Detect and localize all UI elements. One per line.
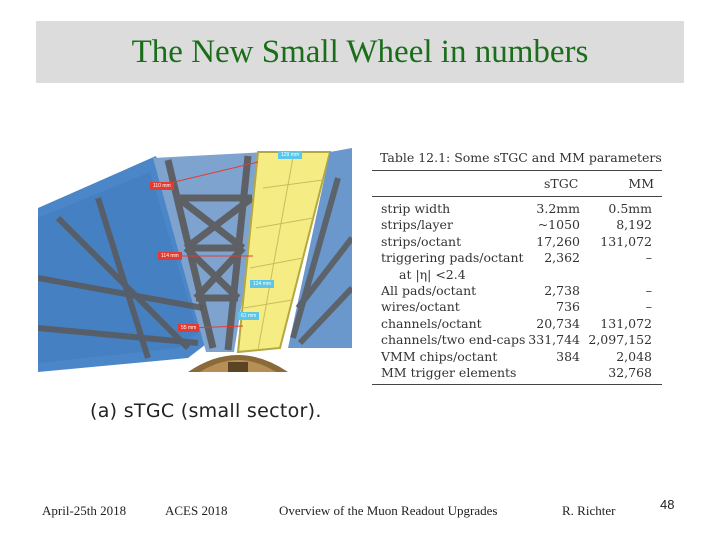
title-bar: The New Small Wheel in numbers (36, 21, 684, 83)
table-row: strips/octant 17,260 131,072 (372, 234, 662, 250)
footer-event: ACES 2018 (165, 503, 228, 518)
dim-label-124: 124 mm (250, 280, 275, 288)
table-rule-header (372, 196, 662, 197)
footer-date: April-25th 2018 (42, 503, 127, 518)
row-mm: 32,768 (608, 365, 652, 380)
row-label: strips/octant (381, 233, 462, 249)
slide-title: The New Small Wheel in numbers (131, 33, 589, 70)
row-label: MM trigger elements (381, 365, 517, 380)
row-mm: 131,072 (600, 315, 652, 331)
row-label: triggering pads/octant (381, 250, 524, 266)
page-number: 48 (660, 497, 675, 512)
row-label: All pads/octant (381, 283, 477, 298)
row-mm: – (645, 283, 652, 298)
figure-caption: (a) sTGC (small sector). (90, 400, 322, 422)
row-mm: 131,072 (600, 233, 652, 249)
table-header-stgc: sTGC (544, 176, 579, 191)
row-label: at |η| <2.4 (399, 266, 466, 282)
table-row: channels/two end-caps 331,744 2,097,152 (372, 332, 662, 348)
table-row: MM trigger elements 32,768 (372, 365, 662, 381)
table-row: strip width 3.2mm 0.5mm (372, 201, 662, 217)
row-stgc: 2,738 (544, 283, 580, 298)
row-stgc: 384 (556, 348, 580, 364)
sector-drawing (38, 148, 352, 372)
row-stgc: ~1050 (537, 217, 580, 233)
table-rule-top (372, 170, 662, 171)
table-row: channels/octant 20,734 131,072 (372, 316, 662, 332)
row-stgc: 2,362 (544, 250, 580, 266)
table-row: at |η| <2.4 (372, 267, 662, 283)
row-label: VMM chips/octant (381, 348, 498, 364)
row-mm: 0.5mm (608, 201, 652, 216)
sector-highlight-yellow (236, 151, 332, 354)
table-row: triggering pads/octant 2,362 – (372, 250, 662, 266)
row-mm: 2,048 (616, 348, 652, 364)
row-mm: 8,192 (616, 217, 652, 233)
table-row: wires/octant 736 – (372, 299, 662, 315)
row-mm: – (645, 250, 652, 266)
row-mm: – (645, 299, 652, 315)
row-label: strips/layer (381, 217, 453, 233)
row-label: channels/octant (381, 315, 482, 331)
table-title: Table 12.1: Some sTGC and MM parameters (380, 150, 662, 165)
footer-talk: Overview of the Muon Readout Upgrades (279, 503, 498, 518)
row-label: wires/octant (381, 299, 460, 315)
row-stgc: 20,734 (536, 315, 580, 331)
row-label: strip width (381, 201, 451, 216)
footer-author: R. Richter (562, 503, 616, 518)
table-rule-bottom (372, 384, 662, 385)
row-stgc: 736 (556, 299, 580, 315)
dim-label-61: 61 mm (238, 312, 260, 320)
dim-label-55: 55 mm (178, 324, 200, 332)
row-label: channels/two end-caps (381, 332, 526, 348)
table-row: VMM chips/octant 384 2,048 (372, 349, 662, 365)
row-stgc: 17,260 (536, 233, 580, 249)
row-stgc: 331,744 (528, 332, 580, 348)
dim-label-129: 129 mm (278, 151, 303, 159)
row-stgc: 3.2mm (536, 201, 580, 216)
stgc-sector-figure: 129 mm 110 mm 114 mm 124 mm 61 mm 55 mm (38, 148, 352, 372)
table-header-mm: MM (628, 176, 654, 191)
dim-label-110: 110 mm (150, 182, 174, 190)
table-row: All pads/octant 2,738 – (372, 283, 662, 299)
row-mm: 2,097,152 (588, 332, 652, 348)
table-row: strips/layer ~1050 8,192 (372, 217, 662, 233)
dim-label-114: 114 mm (158, 252, 182, 260)
parameters-table: Table 12.1: Some sTGC and MM parameters … (372, 146, 664, 386)
